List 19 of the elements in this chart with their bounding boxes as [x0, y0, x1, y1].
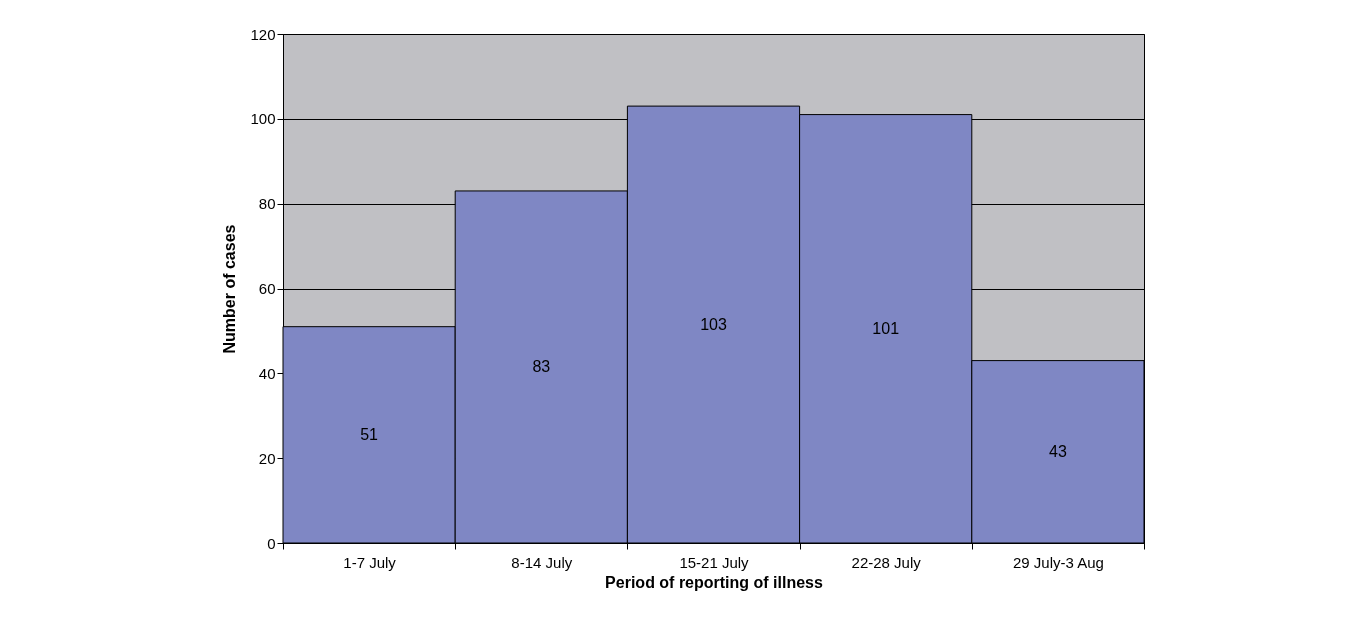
- y-tick-label: 100: [250, 110, 276, 128]
- y-axis-title: Number of cases: [221, 224, 239, 354]
- x-tick-label: 15-21 July: [679, 553, 750, 571]
- data-label: 83: [532, 357, 551, 375]
- data-label: 101: [872, 319, 900, 337]
- x-tick-label: 8-14 July: [511, 553, 573, 571]
- data-label: 43: [1049, 442, 1067, 460]
- y-tick-label: 80: [258, 195, 276, 213]
- x-tick-label: 22-28 July: [851, 553, 922, 571]
- x-tick-label: 29 July-3 Aug: [1012, 553, 1104, 571]
- y-tick-label: 0: [267, 534, 276, 552]
- x-tick-label: 1-7 July: [343, 553, 397, 571]
- y-tick-label: 120: [250, 25, 276, 43]
- data-label: 51: [360, 425, 379, 443]
- x-axis-title: Period of reporting of illness: [605, 573, 823, 591]
- y-tick-label: 60: [258, 280, 276, 297]
- y-tick-label: 40: [258, 364, 276, 382]
- y-tick-label: 20: [258, 449, 276, 467]
- data-label: 103: [700, 315, 727, 333]
